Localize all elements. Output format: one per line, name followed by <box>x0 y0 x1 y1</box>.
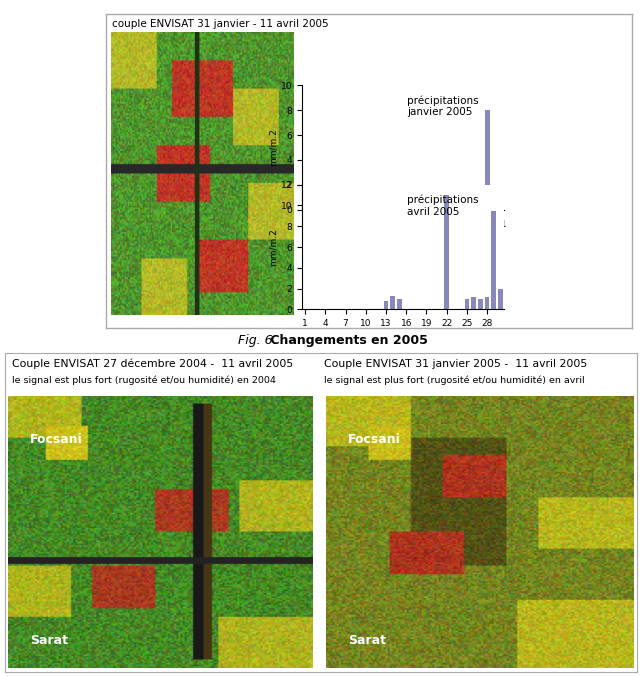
Text: Sarat: Sarat <box>30 634 67 647</box>
Bar <box>498 288 503 309</box>
Text: Focsani: Focsani <box>30 433 82 446</box>
Bar <box>492 211 496 309</box>
Text: Fig. 6.: Fig. 6. <box>238 334 276 347</box>
Text: Sarat: Sarat <box>348 634 386 647</box>
Bar <box>492 198 496 210</box>
Bar <box>397 299 402 309</box>
Bar <box>390 296 395 309</box>
Text: le signal est plus fort (rugosité et/ou humidité) en avril: le signal est plus fort (rugosité et/ou … <box>324 375 585 385</box>
Bar <box>466 200 471 210</box>
Bar <box>471 297 476 309</box>
Text: Focsani: Focsani <box>348 433 401 446</box>
Text: précipitations
avril 2005: précipitations avril 2005 <box>407 194 478 217</box>
Bar <box>498 201 503 210</box>
Bar <box>444 195 449 309</box>
Y-axis label: mm/m.2: mm/m.2 <box>269 228 278 266</box>
Bar <box>453 195 457 210</box>
Bar <box>384 301 388 309</box>
Bar <box>473 204 477 210</box>
Text: Couple ENVISAT 31 janvier 2005 -  11 avril 2005: Couple ENVISAT 31 janvier 2005 - 11 avri… <box>324 359 587 369</box>
Bar <box>479 192 483 210</box>
Y-axis label: mm/m.2: mm/m.2 <box>269 129 278 167</box>
Text: précipitations
janvier 2005: précipitations janvier 2005 <box>407 95 478 117</box>
Bar <box>478 299 483 309</box>
Bar <box>485 110 490 210</box>
Text: Changements en 2005: Changements en 2005 <box>266 334 428 347</box>
Text: Couple ENVISAT 27 décembre 2004 -  11 avril 2005: Couple ENVISAT 27 décembre 2004 - 11 avr… <box>12 359 293 370</box>
Bar <box>459 191 464 210</box>
Text: le signal est plus fort (rugosité et/ou humidité) en 2004: le signal est plus fort (rugosité et/ou … <box>12 375 275 385</box>
Bar <box>465 299 469 309</box>
Text: couple ENVISAT 31 janvier - 11 avril 2005: couple ENVISAT 31 janvier - 11 avril 200… <box>112 19 329 29</box>
Bar <box>485 297 489 309</box>
